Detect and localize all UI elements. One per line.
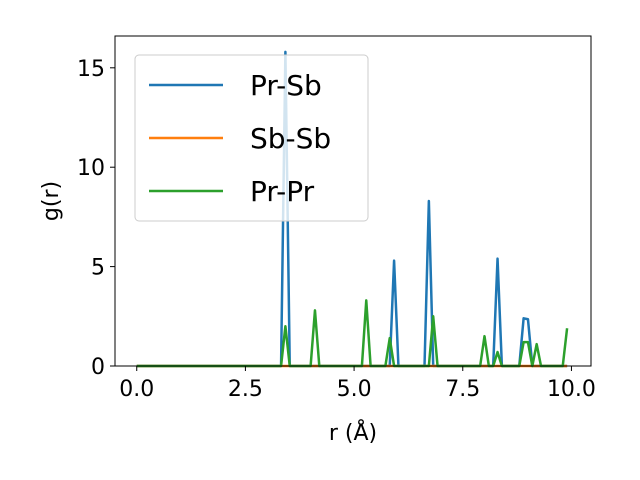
series-line-pr-sb — [136, 50, 568, 368]
legend: Pr-Sb Sb-Sb Pr-Pr — [134, 54, 369, 222]
legend-box — [134, 54, 369, 222]
x-tick-label: 0.0 — [119, 377, 154, 402]
y-axis-ticks: 0 5 10 15 — [77, 57, 115, 380]
y-tick-label: 15 — [77, 57, 105, 82]
legend-entry-label: Sb-Sb — [250, 122, 331, 155]
legend-entry-label: Pr-Pr — [250, 175, 315, 208]
axes-frame — [114, 35, 592, 367]
y-tick-label: 10 — [77, 156, 105, 181]
x-tick-label: 10.0 — [547, 377, 596, 402]
y-tick-label: 0 — [91, 355, 105, 380]
y-axis-label: g(r) — [39, 181, 64, 221]
x-tick-label: 5.0 — [337, 377, 372, 402]
series-line-pr-pr — [136, 299, 569, 368]
x-tick-label: 7.5 — [445, 377, 480, 402]
x-tick-label: 2.5 — [228, 377, 263, 402]
x-axis-ticks: 0.0 2.5 5.0 7.5 10.0 — [119, 366, 596, 402]
y-tick-label: 5 — [91, 256, 105, 281]
legend-entry-label: Pr-Sb — [250, 69, 322, 102]
x-axis-label: r (Å) — [329, 419, 377, 446]
